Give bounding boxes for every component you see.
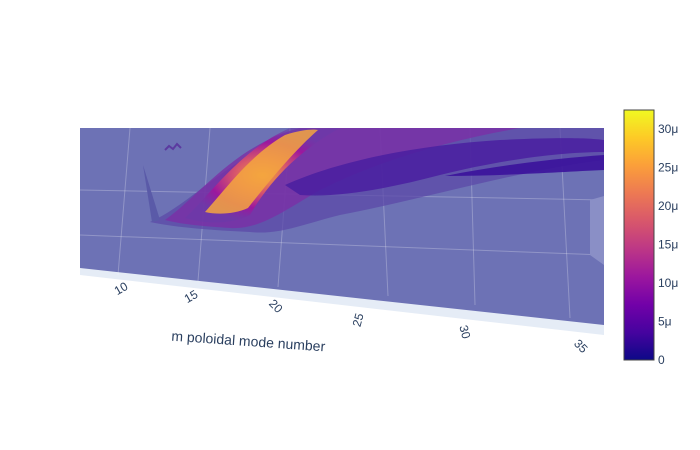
- scene: [80, 127, 604, 335]
- colorbar-tick-label: 10μ: [658, 276, 678, 290]
- x-tick-label: 10: [112, 279, 131, 298]
- surface-spike-left: [143, 165, 160, 222]
- surface-contour-lower-tongue: [285, 138, 604, 196]
- x-tick-label: 20: [266, 296, 286, 316]
- x-tick-label: 25: [350, 311, 367, 328]
- x-tick-label: 35: [571, 336, 591, 356]
- colorbar-gradient: [623, 109, 655, 361]
- surface-right-slab: [590, 196, 604, 265]
- colorbar-tick-label: 25μ: [658, 161, 678, 175]
- colorbar: 0 5μ 10μ 15μ 20μ 25μ 30μ: [623, 109, 678, 367]
- x-axis-ticks: 10 15 20 25 30 35: [112, 279, 591, 356]
- colorbar-tick-label: 15μ: [658, 238, 678, 252]
- x-tick-label: 30: [456, 324, 473, 341]
- colorbar-ticks: 0 5μ 10μ 15μ 20μ 25μ 30μ: [658, 122, 678, 367]
- colorbar-tick-label: 5μ: [658, 315, 672, 329]
- colorbar-tick-label: 0: [658, 353, 665, 367]
- surface-ridge-core: [205, 129, 318, 214]
- x-tick-label: 15: [182, 287, 201, 306]
- colorbar-tick-label: 20μ: [658, 199, 678, 213]
- surface-contour-deep: [445, 155, 604, 176]
- colorbar-tick-label: 30μ: [658, 122, 678, 136]
- surface-noise-left: [164, 142, 182, 151]
- x-axis-title: m poloidal mode number: [171, 328, 326, 355]
